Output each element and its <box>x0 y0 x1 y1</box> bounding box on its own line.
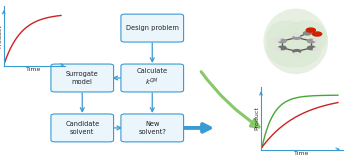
Circle shape <box>306 28 315 32</box>
Ellipse shape <box>263 9 328 74</box>
Circle shape <box>293 50 301 53</box>
X-axis label: Time: Time <box>27 67 42 72</box>
Ellipse shape <box>266 20 308 55</box>
FancyBboxPatch shape <box>51 114 113 142</box>
Circle shape <box>294 53 300 55</box>
Circle shape <box>313 32 322 36</box>
FancyArrowPatch shape <box>201 72 259 127</box>
Ellipse shape <box>285 20 327 55</box>
Text: Surrogate
model: Surrogate model <box>66 71 99 85</box>
Circle shape <box>275 39 280 41</box>
FancyBboxPatch shape <box>121 14 183 42</box>
Text: Design problem: Design problem <box>126 25 179 31</box>
Circle shape <box>293 36 301 39</box>
Circle shape <box>278 39 286 43</box>
Circle shape <box>308 39 315 43</box>
Circle shape <box>308 46 315 50</box>
Circle shape <box>313 48 319 50</box>
X-axis label: Time: Time <box>294 151 309 156</box>
Y-axis label: Product: Product <box>0 24 2 48</box>
Circle shape <box>294 34 300 36</box>
Text: Candidate
solvent: Candidate solvent <box>65 121 99 135</box>
Y-axis label: Product: Product <box>254 107 259 131</box>
Ellipse shape <box>266 29 322 68</box>
Circle shape <box>278 46 286 50</box>
Circle shape <box>313 39 319 41</box>
Circle shape <box>303 32 311 35</box>
Text: New
solvent?: New solvent? <box>138 121 166 135</box>
Text: Calculate
$k^{QM}$: Calculate $k^{QM}$ <box>137 68 168 88</box>
FancyBboxPatch shape <box>51 64 113 92</box>
FancyBboxPatch shape <box>121 114 183 142</box>
FancyBboxPatch shape <box>121 64 183 92</box>
Circle shape <box>275 48 280 50</box>
Ellipse shape <box>284 30 315 58</box>
